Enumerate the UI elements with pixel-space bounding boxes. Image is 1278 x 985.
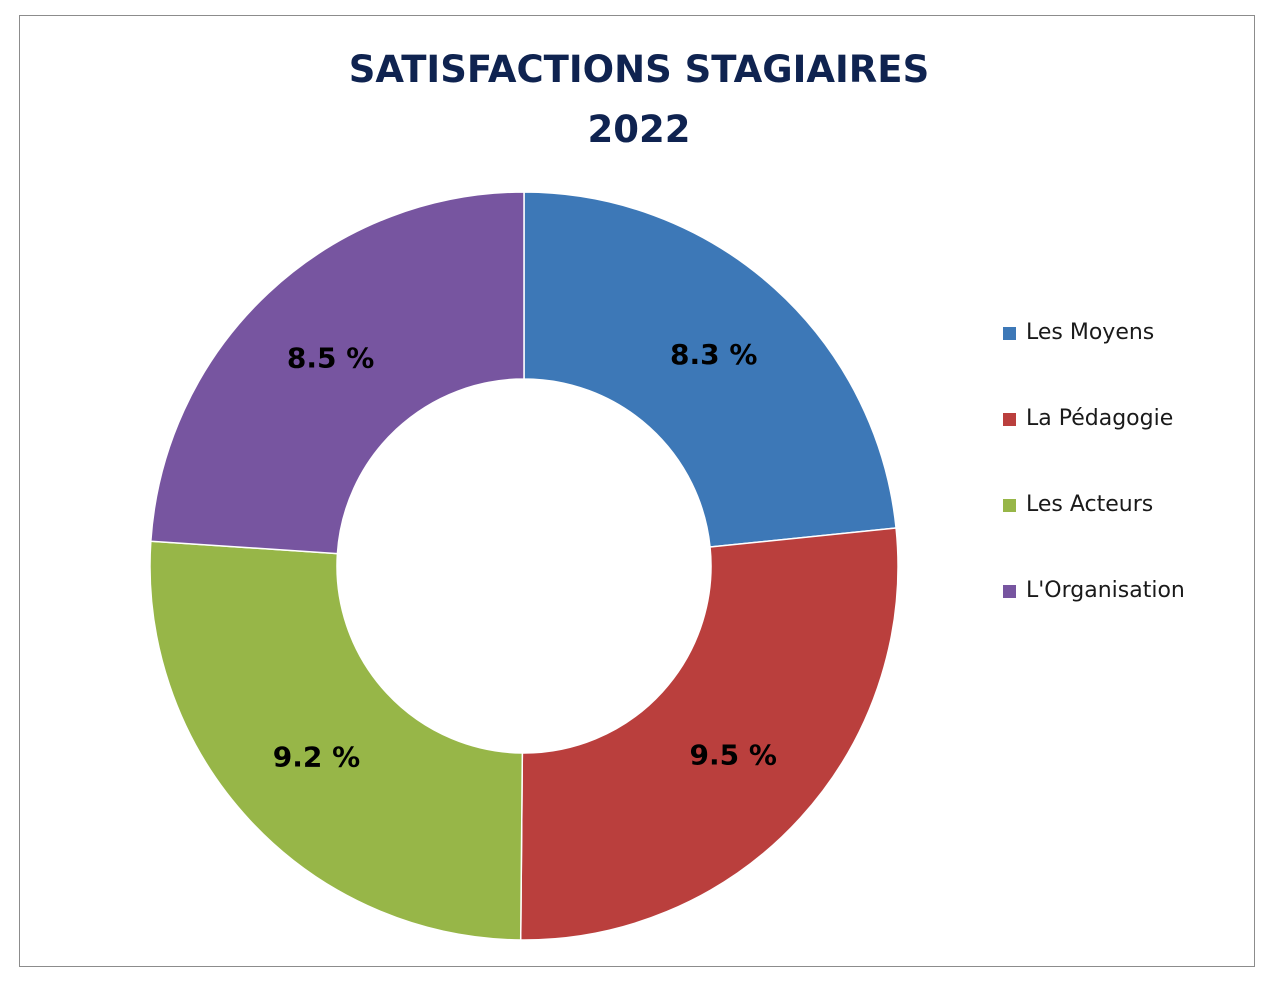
legend-label: Les Moyens (1026, 320, 1155, 345)
legend: Les Moyens La Pédagogie Les Acteurs L'Or… (1003, 318, 1185, 662)
data-label-0: 8.3 % (670, 338, 757, 371)
legend-label: Les Acteurs (1026, 492, 1154, 517)
donut-slices (149, 191, 899, 941)
legend-swatch (1003, 499, 1016, 512)
data-label-3: 8.5 % (287, 341, 374, 374)
donut-slice-1 (519, 527, 899, 941)
donut-slice-0 (523, 191, 897, 548)
chart-title: SATISFACTIONS STAGIAIRES (348, 48, 930, 91)
legend-swatch (1003, 585, 1016, 598)
legend-item-l-organisation: L'Organisation (1003, 576, 1185, 662)
legend-item-la-pedagogie: La Pédagogie (1003, 404, 1185, 490)
legend-label: L'Organisation (1026, 578, 1185, 603)
chart-subtitle: 2022 (587, 108, 691, 151)
legend-label: La Pédagogie (1026, 406, 1174, 431)
data-label-1: 9.5 % (689, 739, 776, 772)
donut-slice-2 (149, 540, 524, 941)
donut-slice-3 (150, 191, 525, 555)
legend-item-les-acteurs: Les Acteurs (1003, 490, 1185, 576)
data-label-2: 9.2 % (273, 740, 360, 773)
legend-swatch (1003, 327, 1016, 340)
legend-item-les-moyens: Les Moyens (1003, 318, 1185, 404)
data-labels: 8.3 % 9.5 % 9.2 % 8.5 % (273, 338, 777, 773)
legend-swatch (1003, 413, 1016, 426)
